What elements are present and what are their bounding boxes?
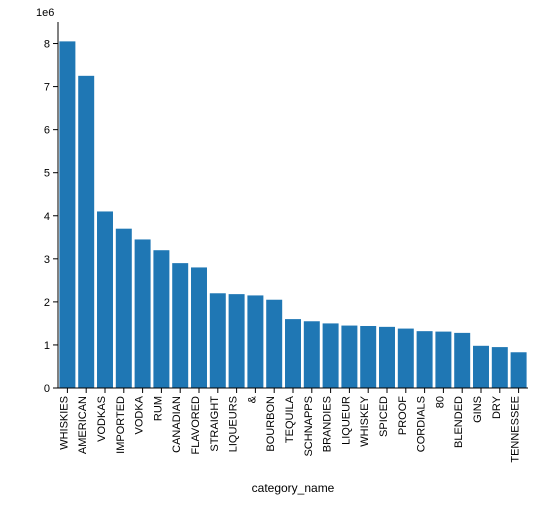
bar [492,347,508,388]
bar [247,295,263,388]
bar [78,76,94,388]
bar [266,300,282,388]
y-tick-label: 3 [44,254,50,266]
x-tick-label: LIQUEURS [228,396,240,452]
bar [511,352,527,388]
bar [59,41,75,388]
x-tick-label: WHISKIES [58,396,70,450]
bar [285,319,301,388]
x-tick-label: TENNESSEE [510,396,522,463]
bar-chart: 0 1 2 3 4 5 6 7 8 1e6 WHISKIES AMERICAN VODKAS IMPORT… [0,0,538,516]
x-tick-label: LIQUEUR [340,396,352,445]
x-tick-label: FLAVORED [190,396,202,455]
bar [341,326,357,388]
bar [172,263,188,388]
x-tick-label: DRY [491,395,503,419]
x-tick-label: RUM [152,396,164,421]
y-tick-label: 1 [44,340,50,352]
y-tick-label: 8 [44,39,50,51]
y-exponent-label: 1e6 [36,7,54,19]
x-tick-label: TEQUILA [284,395,296,443]
x-tick-label: VODKAS [96,396,108,442]
x-tick-label: 80 [434,396,446,408]
x-tick-label: PROOF [397,396,409,435]
y-tick-label: 2 [44,297,50,309]
bar [229,294,245,388]
bar [116,229,132,388]
x-tick-label: BRANDIES [322,396,334,452]
y-tick-label: 6 [44,125,50,137]
x-tick-label: AMERICAN [77,396,89,454]
x-tick-label: & [246,395,258,403]
y-tick-label: 0 [44,383,50,395]
x-tick-label: BOURBON [265,396,277,452]
bar [97,211,113,388]
x-tick-label: VODKA [134,395,146,434]
bar [454,333,470,388]
bar [473,346,489,388]
bar [435,332,451,388]
x-tick-label: CORDIALS [416,396,428,452]
bar [398,329,414,388]
x-tick-label: GINS [472,396,484,423]
bar [379,327,395,388]
bar [153,250,169,388]
x-tick-label: CANADIAN [171,396,183,453]
x-tick-label: IMPORTED [115,396,127,454]
bar [135,239,151,388]
bar [191,267,207,388]
x-tick-label: SPICED [378,396,390,437]
y-tick-label: 5 [44,168,50,180]
bar [323,323,339,388]
x-axis-title: category_name [252,481,335,495]
y-tick-label: 4 [44,211,50,223]
bar [210,293,226,388]
y-tick-label: 7 [44,82,50,94]
x-tick-label: BLENDED [453,396,465,448]
x-tick-label: SCHNAPPS [303,396,315,457]
bar [417,331,433,388]
bar [360,326,376,388]
x-tick-label: WHISKEY [359,395,371,446]
bar [304,321,320,388]
x-tick-label: STRAIGHT [209,396,221,452]
